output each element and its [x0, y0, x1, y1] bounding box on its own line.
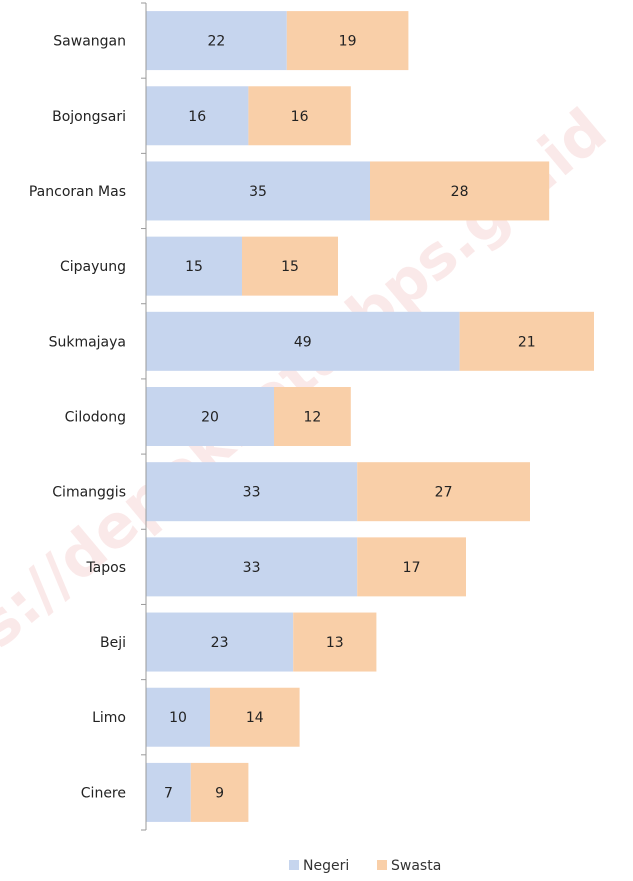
plot-area: 22 19 16 16 35 28 15 15 49 21 20 12 33 27 33 17 23 13 10 14… [146, 11, 594, 822]
bar-swasta-cipayung [242, 236, 338, 296]
bar-negeri-beji [146, 612, 294, 672]
bar-swasta-limo [210, 687, 300, 747]
legend-label-swasta: Swasta [391, 858, 441, 874]
bar-negeri-sawangan [146, 11, 287, 71]
category-label-sukmajaya: Sukmajaya [49, 334, 126, 350]
data-label-negeri-cimanggis: 33 [243, 485, 261, 501]
bar-swasta-cilodong [274, 387, 351, 446]
bar-swasta-sukmajaya [459, 311, 594, 371]
bar-swasta-bojongsari [248, 86, 351, 146]
data-label-negeri-sawangan: 22 [207, 34, 225, 50]
data-label-swasta-cinere: 9 [215, 785, 224, 801]
category-label-pancoran-mas: Pancoran Mas [29, 184, 126, 200]
data-label-negeri-sukmajaya: 49 [294, 334, 312, 350]
data-label-swasta-cipayung: 15 [281, 259, 299, 275]
data-label-swasta-cimanggis: 27 [435, 485, 453, 501]
data-label-negeri-pancoran-mas: 35 [249, 184, 267, 200]
category-label-tapos: Tapos [85, 560, 126, 576]
bar-negeri-cilodong [146, 387, 274, 446]
bar-negeri-cinere [146, 762, 191, 822]
category-label-cilodong: Cilodong [65, 410, 126, 426]
bar-swasta-cimanggis [357, 462, 530, 522]
data-label-swasta-tapos: 17 [403, 560, 421, 576]
category-label-cinere: Cinere [81, 785, 126, 801]
data-label-swasta-limo: 14 [246, 710, 264, 726]
bar-swasta-beji [293, 612, 377, 672]
data-label-swasta-sawangan: 19 [339, 34, 357, 50]
legend: Negeri Swasta [289, 858, 441, 874]
bar-negeri-pancoran-mas [146, 161, 370, 221]
bar-negeri-cipayung [146, 236, 242, 296]
bar-swasta-cinere [190, 762, 249, 822]
data-label-swasta-beji: 13 [326, 635, 344, 651]
data-label-negeri-limo: 10 [169, 710, 187, 726]
category-label-cimanggis: Cimanggis [52, 485, 126, 501]
data-label-swasta-pancoran-mas: 28 [451, 184, 469, 200]
data-label-swasta-bojongsari: 16 [291, 109, 309, 125]
bar-swasta-tapos [357, 537, 466, 597]
data-label-negeri-cipayung: 15 [185, 259, 203, 275]
category-label-cipayung: Cipayung [60, 259, 126, 275]
data-label-negeri-cinere: 7 [164, 785, 173, 801]
category-axis: Sawangan Bojongsari Pancoran Mas Cipayung Su… [29, 2, 147, 831]
bar-negeri-cimanggis [146, 462, 358, 522]
category-label-bojongsari: Bojongsari [52, 109, 126, 125]
data-label-negeri-beji: 23 [211, 635, 229, 651]
bar-negeri-tapos [146, 537, 358, 597]
bar-negeri-sukmajaya [146, 311, 460, 371]
category-label-beji: Beji [100, 635, 126, 651]
legend-label-negeri: Negeri [303, 858, 349, 874]
data-label-negeri-cilodong: 20 [201, 410, 219, 426]
category-label-limo: Limo [92, 710, 126, 726]
legend-swatch-negeri [289, 860, 299, 870]
data-label-swasta-cilodong: 12 [303, 410, 321, 426]
legend-swatch-swasta [377, 860, 387, 870]
data-label-negeri-bojongsari: 16 [188, 109, 206, 125]
data-label-negeri-tapos: 33 [243, 560, 261, 576]
category-label-sawangan: Sawangan [53, 34, 126, 50]
bar-swasta-pancoran-mas [370, 161, 550, 221]
bar-negeri-bojongsari [146, 86, 249, 146]
bar-swasta-sawangan [286, 11, 409, 71]
bar-negeri-limo [146, 687, 210, 747]
data-label-swasta-sukmajaya: 21 [518, 334, 536, 350]
